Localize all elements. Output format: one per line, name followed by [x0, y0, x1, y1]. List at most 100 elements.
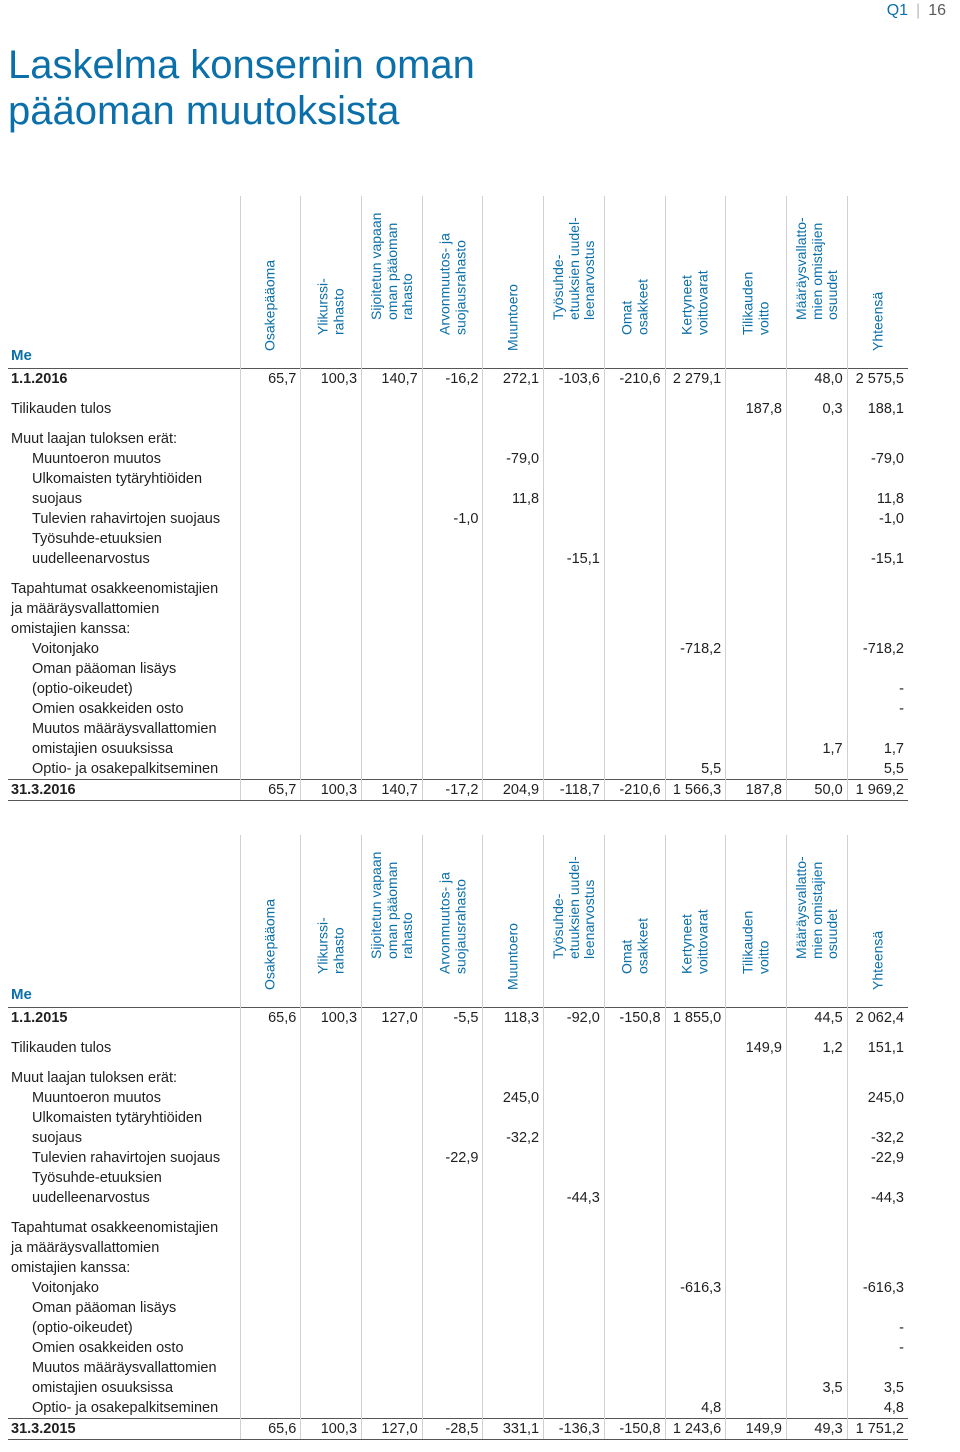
- value-cell: [421, 579, 483, 599]
- value-cell: [603, 619, 666, 639]
- spacer-row: [8, 419, 908, 429]
- column-header: Tilikauden voitto: [725, 196, 787, 369]
- value-cell: [664, 739, 726, 759]
- value-cell: [421, 759, 483, 780]
- value-cell: [300, 659, 362, 679]
- column-header: Arvonmuutos- ja suojausrahasto: [421, 835, 483, 1008]
- table-row: omistajien osuuksissa 1,7 1,7: [8, 739, 908, 759]
- value-cell: [785, 449, 848, 469]
- value-cell: [785, 429, 848, 449]
- value-cell: [300, 1338, 362, 1358]
- value-cell: 127,0: [361, 1418, 423, 1440]
- table-row: suojaus -32,2 -32,2: [8, 1128, 908, 1148]
- value-cell: 1 243,6: [664, 1418, 726, 1440]
- value-cell: -44,3: [543, 1188, 605, 1208]
- spacer-cell: [664, 1058, 726, 1068]
- row-label: Oman pääoman lisäys: [32, 661, 177, 677]
- row-label: 31.3.2016: [8, 779, 241, 801]
- table-row: Tilikauden tulos 187,8 0,3 188,1: [8, 399, 908, 419]
- value-cell: [361, 429, 423, 449]
- value-cell: -1,0: [846, 509, 908, 529]
- value-cell: [725, 1188, 787, 1208]
- value-cell: [664, 1378, 726, 1398]
- column-header-text: Omat osakkeet: [618, 278, 650, 335]
- value-cell: [543, 1358, 605, 1378]
- value-cell: [603, 1258, 666, 1278]
- row-label: Optio- ja osakepalkitseminen: [32, 761, 219, 777]
- value-cell: [361, 1358, 423, 1378]
- column-header-text: Muuntoero: [504, 283, 521, 351]
- value-cell: [361, 619, 423, 639]
- value-cell: [239, 489, 301, 509]
- value-cell: [300, 1398, 362, 1419]
- value-cell: -616,3: [664, 1278, 726, 1298]
- table-row: Optio- ja osakepalkitseminen 4,8 4,8: [8, 1398, 908, 1419]
- value-cell: [361, 1148, 423, 1168]
- row-label: Optio- ja osakepalkitseminen: [32, 1400, 219, 1416]
- spacer-cell: [785, 1058, 848, 1068]
- value-cell: [300, 489, 362, 509]
- value-cell: [725, 1068, 787, 1088]
- value-cell: [300, 1238, 362, 1258]
- row-label: (optio-oikeudet): [32, 681, 133, 697]
- value-cell: [482, 699, 544, 719]
- value-cell: [361, 1378, 423, 1398]
- spacer-cell: [421, 389, 483, 399]
- value-cell: [421, 1398, 483, 1419]
- value-cell: [421, 599, 483, 619]
- value-cell: [239, 719, 301, 739]
- value-cell: [482, 1238, 544, 1258]
- value-cell: [603, 449, 666, 469]
- table-row: Tilikauden tulos 149,9 1,2 151,1: [8, 1038, 908, 1058]
- value-cell: [421, 449, 483, 469]
- value-cell: [725, 1088, 787, 1108]
- column-header: Määräysvallatto- mien omistajien osuudet: [785, 835, 848, 1008]
- section-label: Q1: [886, 2, 909, 19]
- value-cell: 3,5: [846, 1378, 908, 1398]
- value-cell: [785, 469, 848, 489]
- spacer-cell: [725, 419, 787, 429]
- spacer-cell: [603, 419, 666, 429]
- column-header: Omat osakkeet: [603, 196, 666, 369]
- value-cell: [421, 529, 483, 549]
- row-label: suojaus: [32, 1130, 82, 1146]
- value-cell: -17,2: [421, 779, 483, 801]
- value-cell: [725, 1148, 787, 1168]
- value-cell: [785, 1278, 848, 1298]
- value-cell: [846, 659, 908, 679]
- spacer-cell: [664, 1208, 726, 1218]
- value-cell: [421, 1168, 483, 1188]
- value-cell: [239, 1128, 301, 1148]
- value-cell: [421, 679, 483, 699]
- value-cell: [664, 1038, 726, 1058]
- spacer-cell: [664, 569, 726, 579]
- page-title-line: Laskelma konsernin oman: [8, 43, 475, 87]
- value-cell: [239, 1338, 301, 1358]
- column-header: Ylikurssi- rahasto: [300, 835, 362, 1008]
- value-cell: [421, 1108, 483, 1128]
- value-cell: [482, 1068, 544, 1088]
- value-cell: [239, 1148, 301, 1168]
- spacer-cell: [421, 1058, 483, 1068]
- value-cell: [300, 1258, 362, 1278]
- value-cell: [543, 679, 605, 699]
- value-cell: [603, 1148, 666, 1168]
- column-header-row: Me Osakepääoma Ylikurssi- rahasto Sijoitetu…: [8, 196, 908, 369]
- value-cell: [482, 429, 544, 449]
- value-cell: [482, 679, 544, 699]
- row-label: Voitonjako: [32, 1280, 99, 1296]
- value-cell: [725, 368, 787, 389]
- row-label: Muutos määräysvallattomien: [32, 721, 217, 737]
- spacer-cell: [482, 389, 544, 399]
- value-cell: [543, 1168, 605, 1188]
- table-row: uudelleenarvostus -15,1 -15,1: [8, 549, 908, 569]
- value-cell: -118,7: [543, 779, 605, 801]
- spacer-cell: [785, 419, 848, 429]
- value-cell: [785, 549, 848, 569]
- value-cell: [300, 1188, 362, 1208]
- value-cell: [543, 639, 605, 659]
- value-cell: [603, 509, 666, 529]
- value-cell: [664, 1148, 726, 1168]
- table-row: Muutos määräysvallattomien: [8, 719, 908, 739]
- spacer-cell: [361, 569, 423, 579]
